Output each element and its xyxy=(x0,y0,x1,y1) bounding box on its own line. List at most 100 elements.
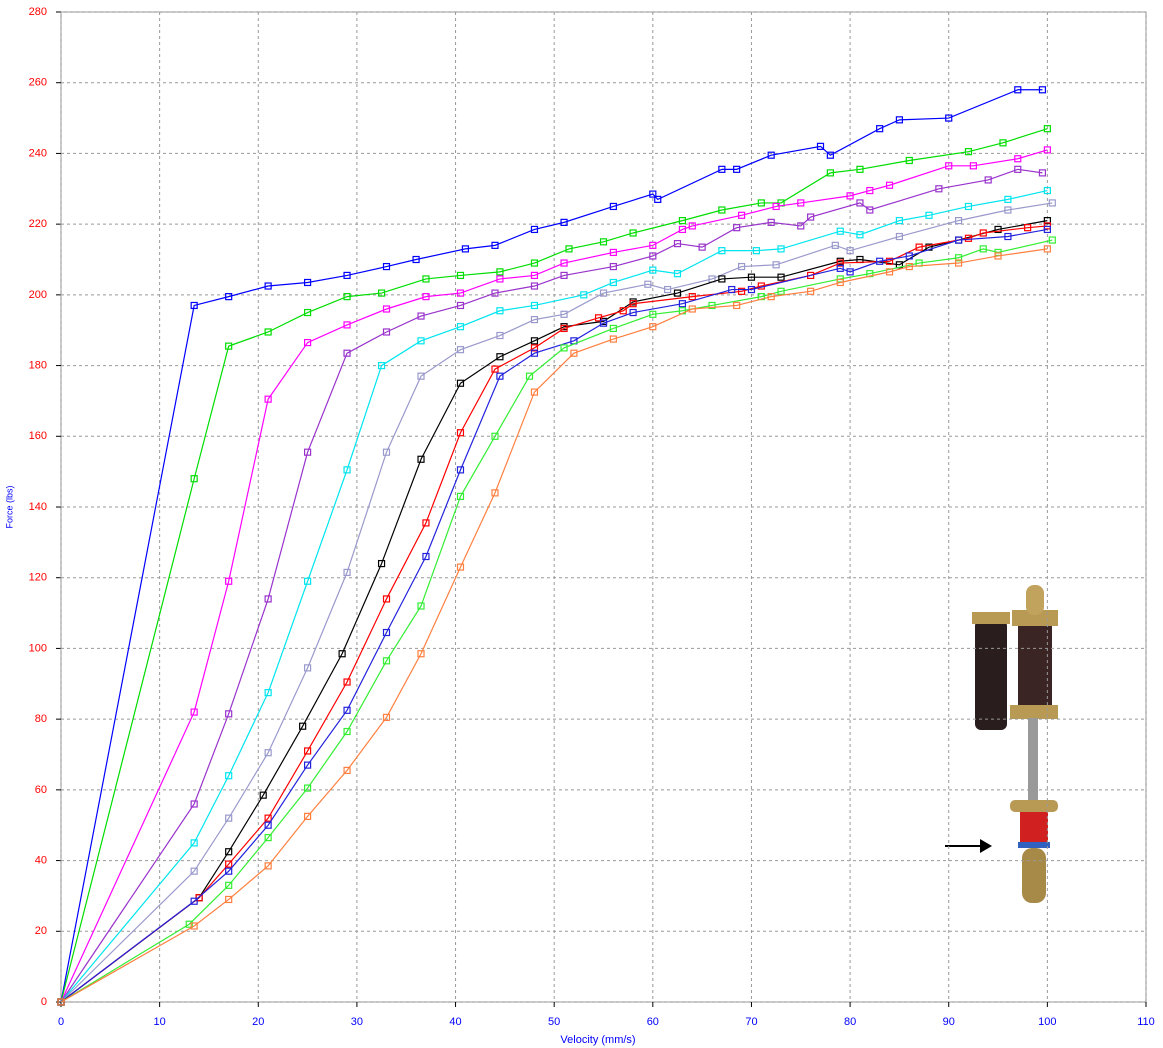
series-line xyxy=(60,168,1043,1003)
data-point xyxy=(530,388,539,396)
data-point xyxy=(225,710,233,718)
data-point xyxy=(649,241,657,249)
data-point xyxy=(807,287,815,295)
data-point xyxy=(708,301,716,310)
data-point xyxy=(225,860,233,868)
data-point xyxy=(417,312,425,320)
data-point xyxy=(629,300,637,308)
data-point xyxy=(491,489,499,497)
data-point xyxy=(491,241,499,249)
data-point xyxy=(1004,232,1012,241)
y-tick-label: 60 xyxy=(35,784,47,796)
data-point xyxy=(225,848,233,856)
data-point xyxy=(737,287,746,295)
data-point xyxy=(417,455,425,463)
data-point xyxy=(915,243,923,251)
data-point xyxy=(456,271,465,280)
data-point xyxy=(905,156,913,165)
data-point xyxy=(1038,169,1047,177)
data-point xyxy=(343,466,351,474)
data-point xyxy=(264,814,272,822)
data-point xyxy=(422,275,430,283)
x-tick-label: 110 xyxy=(1137,1016,1155,1028)
data-point xyxy=(629,229,637,237)
data-point xyxy=(945,114,953,122)
data-point xyxy=(530,271,539,280)
data-point xyxy=(629,308,637,317)
data-point xyxy=(422,552,430,561)
data-point xyxy=(831,241,839,249)
data-point xyxy=(856,165,864,173)
data-point xyxy=(609,324,617,333)
data-point xyxy=(649,323,657,331)
data-point xyxy=(343,727,351,736)
data-point xyxy=(225,577,233,585)
data-point xyxy=(456,379,465,387)
data-point xyxy=(560,271,568,280)
data-point xyxy=(382,448,391,456)
data-point xyxy=(846,268,854,276)
data-point xyxy=(343,271,351,280)
data-point xyxy=(190,475,198,483)
data-point xyxy=(190,922,198,930)
shock-absorber-photo xyxy=(945,585,1058,903)
data-point xyxy=(688,222,696,230)
data-point xyxy=(496,331,504,340)
data-point xyxy=(382,628,391,637)
y-tick-label: 140 xyxy=(29,501,47,513)
data-point xyxy=(57,998,65,1006)
x-tick-label: 100 xyxy=(1038,1016,1056,1028)
data-point xyxy=(264,328,272,336)
data-point xyxy=(530,316,539,324)
data-point xyxy=(382,262,391,271)
data-point xyxy=(698,243,706,251)
data-point xyxy=(560,310,568,318)
data-point xyxy=(303,664,312,672)
data-point xyxy=(866,206,874,214)
data-point xyxy=(417,650,425,658)
data-point xyxy=(190,867,198,875)
data-point xyxy=(728,285,736,294)
data-point xyxy=(225,814,233,822)
data-point xyxy=(718,275,726,283)
data-point xyxy=(225,867,233,875)
data-point xyxy=(530,349,539,357)
series-line xyxy=(60,239,1053,1003)
data-point xyxy=(343,349,351,357)
data-point xyxy=(225,293,233,301)
data-point xyxy=(412,255,420,264)
data-point xyxy=(767,151,775,159)
data-point xyxy=(422,519,430,527)
data-point xyxy=(718,247,726,255)
data-point xyxy=(964,234,973,242)
data-point xyxy=(580,291,588,299)
data-point xyxy=(303,278,312,287)
data-point xyxy=(678,217,687,225)
data-point xyxy=(456,289,465,297)
data-point xyxy=(836,264,844,272)
data-point xyxy=(664,285,672,294)
data-point xyxy=(649,310,657,318)
data-point xyxy=(599,238,608,246)
data-point xyxy=(999,139,1007,147)
y-tick-label: 20 xyxy=(35,925,47,937)
data-point xyxy=(846,247,854,255)
x-tick-label: 50 xyxy=(548,1016,560,1028)
data-point xyxy=(599,289,608,297)
data-point xyxy=(456,563,465,571)
data-point xyxy=(417,337,425,345)
data-point xyxy=(797,199,805,207)
data-point xyxy=(496,307,504,315)
data-point xyxy=(264,749,272,757)
data-point xyxy=(733,224,741,232)
data-point xyxy=(816,142,825,150)
x-tick-label: 0 xyxy=(58,1016,64,1028)
series-line xyxy=(60,220,1048,1003)
data-point xyxy=(570,349,578,357)
data-point xyxy=(190,839,198,847)
data-point xyxy=(609,202,617,211)
data-point xyxy=(885,257,894,265)
data-point xyxy=(979,229,987,237)
data-point xyxy=(382,595,391,603)
data-point xyxy=(382,305,391,313)
